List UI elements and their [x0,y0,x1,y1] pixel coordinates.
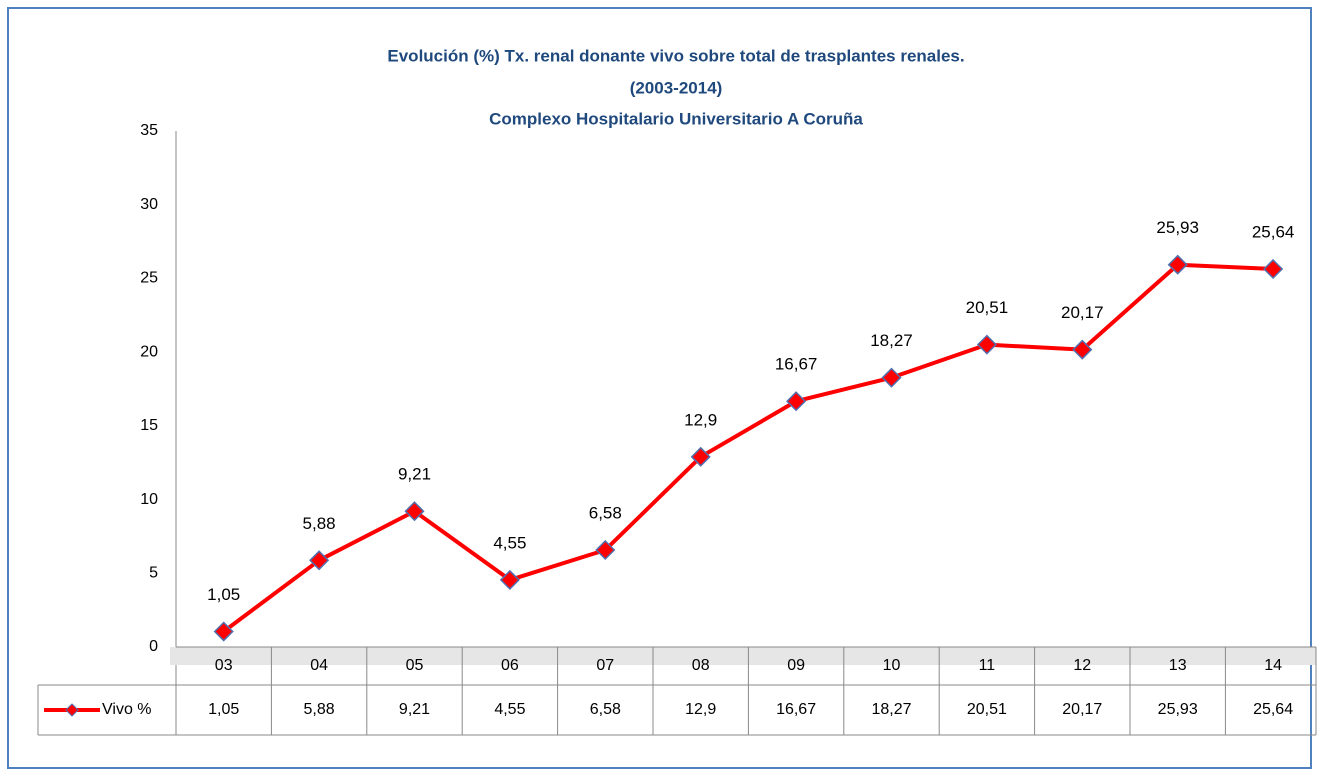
x-tick-label: 07 [596,657,614,674]
marker [690,446,711,467]
data-label: 18,27 [870,331,913,350]
x-tick-label: 11 [979,657,996,674]
x-axis-band [170,647,1316,665]
x-tick-label: 12 [1073,657,1091,674]
marker [309,550,330,571]
data-label: 16,67 [775,355,818,374]
y-tick-label: 0 [149,638,158,655]
chart-frame [7,7,1312,769]
data-label: 25,93 [1156,218,1199,237]
marker [1263,258,1284,280]
y-tick-label: 25 [140,270,158,287]
data-label: 4,55 [493,533,526,552]
table-cell: 5,88 [304,701,335,718]
data-label: 9,21 [398,465,431,484]
x-tick-label: 14 [1264,657,1282,674]
marker [881,367,902,388]
chart-title: Evolución (%) Tx. renal donante vivo sob… [387,46,964,65]
table-cell: 16,67 [776,701,816,718]
data-label: 1,05 [207,585,240,604]
marker [786,391,807,412]
chart-subtitle: Complexo Hospitalario Universitario A Co… [489,109,863,128]
y-tick-label: 10 [140,491,158,508]
data-label: 5,88 [303,514,336,533]
data-label: 25,64 [1252,222,1295,241]
marker [595,539,616,561]
table-cell: 20,17 [1062,701,1102,718]
table-cell: 25,93 [1158,701,1198,718]
table-cell: 18,27 [871,701,911,718]
data-label: 20,17 [1061,303,1104,322]
marker [499,569,520,590]
table-cell: 12,9 [685,701,716,718]
marker [1167,254,1188,275]
x-tick-label: 09 [787,657,805,674]
x-tick-label: 13 [1169,657,1187,674]
data-label: 12,9 [684,410,717,429]
marker [404,501,425,522]
table-cell: 25,64 [1253,701,1293,718]
y-tick-label: 35 [140,122,158,139]
table-cell: 20,51 [967,701,1007,718]
marker [1072,339,1093,360]
x-tick-label: 04 [310,657,328,674]
y-tick-label: 20 [140,343,158,360]
data-label: 6,58 [589,503,622,522]
table-cell: 1,05 [208,701,239,718]
y-tick-label: 5 [149,565,158,582]
y-tick-label: 30 [140,196,158,213]
data-label: 20,51 [966,298,1009,317]
marker [976,334,997,355]
marker [213,621,234,642]
legend-marker [65,703,79,717]
table-cell: 6,58 [590,701,621,718]
x-tick-label: 08 [692,657,710,674]
series-line [222,262,1274,634]
x-tick-label: 03 [215,657,233,674]
y-tick-label: 15 [140,417,158,434]
x-tick-label: 06 [501,657,519,674]
legend-label: Vivo % [102,701,152,718]
table-cell: 9,21 [399,701,430,718]
table-cell: 4,55 [494,701,525,718]
chart-subtitle: (2003-2014) [630,78,723,97]
x-tick-label: 10 [883,657,901,674]
x-tick-label: 05 [406,657,424,674]
